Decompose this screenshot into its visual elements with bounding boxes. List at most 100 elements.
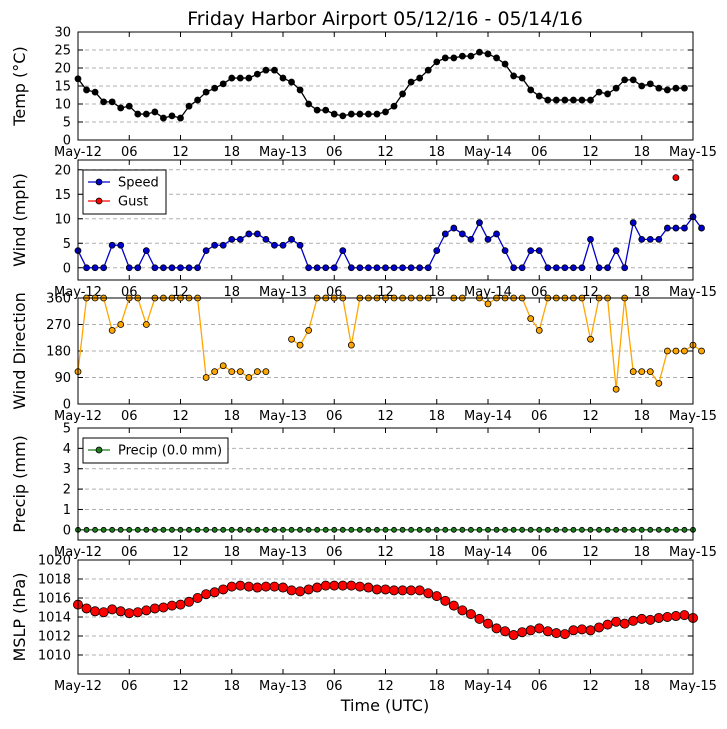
mslp-point: [457, 605, 468, 616]
mslp-point: [303, 584, 314, 595]
speed-point: [441, 230, 449, 238]
speed-point: [493, 230, 500, 238]
temp-point: [433, 58, 441, 66]
precip-point: [664, 526, 671, 533]
temp-point: [663, 86, 671, 94]
speed-point: [236, 235, 244, 243]
speed-point: [578, 264, 586, 272]
y-tick-label: 1010: [38, 649, 71, 664]
temp-point: [450, 54, 458, 62]
precip-point: [305, 526, 312, 533]
x-tick-label: 12: [377, 285, 394, 300]
speed-point: [356, 264, 364, 272]
y-tick-label: 4: [63, 442, 71, 457]
speed-point: [518, 264, 526, 272]
x-tick-label: 18: [633, 285, 650, 300]
temp-point: [484, 50, 492, 58]
precip-point: [655, 526, 662, 533]
panel-precip: [75, 427, 696, 541]
speed-point: [476, 219, 483, 227]
speed-point: [510, 264, 518, 272]
speed-point: [151, 264, 159, 272]
y-tick-label: 15: [54, 80, 71, 95]
y-tick-label: 1: [63, 503, 71, 518]
precip-point: [314, 526, 321, 533]
temp-point: [202, 88, 210, 96]
x-tick-label: May-15: [669, 409, 717, 424]
mslp-point: [602, 619, 613, 630]
temp-point: [253, 70, 261, 78]
mslp-point: [585, 625, 596, 636]
mslp-point: [525, 625, 536, 636]
precip-point: [194, 526, 201, 533]
mslp-point: [380, 584, 391, 595]
direction-point: [236, 368, 244, 376]
temp-point: [621, 76, 629, 84]
temp-point: [390, 102, 398, 110]
precip-point: [254, 526, 261, 533]
precip-point: [442, 526, 449, 533]
y-tick-label: 270: [46, 318, 71, 333]
speed-point: [681, 224, 688, 232]
direction-point: [672, 347, 680, 355]
x-tick-label: May-12: [54, 285, 102, 300]
temp-point: [416, 74, 424, 82]
direction-point: [228, 368, 236, 376]
speed-point: [663, 224, 671, 232]
temp-point: [219, 80, 227, 88]
mslp-point: [329, 580, 340, 591]
plot-frame: [77, 297, 694, 405]
plot-frame: [77, 31, 694, 141]
mslp-point: [594, 622, 605, 633]
precip-point: [382, 526, 389, 533]
mslp-point: [500, 626, 511, 637]
mslp-point: [235, 580, 246, 591]
speed-point: [202, 247, 210, 255]
speed-point: [458, 230, 466, 238]
temp-point: [185, 102, 193, 110]
x-tick-label: 06: [326, 545, 343, 560]
x-tick-label: May-13: [259, 145, 307, 160]
precip-point: [630, 526, 637, 533]
precip-point: [621, 526, 628, 533]
temp-point: [604, 90, 611, 98]
panel-temp: [74, 31, 694, 141]
x-tick-label: 18: [633, 545, 650, 560]
x-tick-label: 12: [582, 285, 599, 300]
legend-label: Gust: [118, 195, 148, 210]
mslp-point: [218, 584, 229, 595]
temp-point: [168, 112, 176, 120]
temp-point: [100, 98, 108, 106]
x-tick-label: 06: [121, 679, 138, 694]
y-tick-label: 5: [63, 116, 71, 131]
x-tick-label: May-12: [54, 545, 102, 560]
legend-swatch-marker: [95, 446, 103, 454]
mslp-point: [184, 596, 195, 607]
temp-point: [322, 106, 330, 114]
direction-point: [262, 368, 270, 376]
mslp-point: [534, 623, 545, 634]
direction-point: [108, 326, 116, 334]
temp-point: [527, 86, 535, 94]
speed-point: [467, 235, 475, 243]
mslp-point: [158, 602, 169, 613]
speed-point: [373, 264, 381, 272]
speed-point: [330, 264, 338, 272]
precip-point: [169, 526, 175, 533]
direction-point: [612, 385, 620, 393]
temp-point: [595, 88, 603, 96]
precip-point: [536, 526, 543, 533]
temp-point: [561, 96, 569, 104]
temp-point: [134, 110, 142, 118]
x-axis-label: Time (UTC): [340, 696, 429, 715]
direction-point: [296, 341, 304, 349]
direction-line: [479, 297, 702, 390]
precip-point: [117, 526, 124, 533]
y-tick-label: 1016: [38, 592, 71, 607]
speed-point: [535, 247, 543, 255]
speed-point: [91, 264, 99, 272]
mslp-point: [611, 616, 622, 627]
direction-point: [245, 374, 253, 381]
mslp-point: [491, 623, 502, 634]
temp-point: [347, 110, 355, 118]
